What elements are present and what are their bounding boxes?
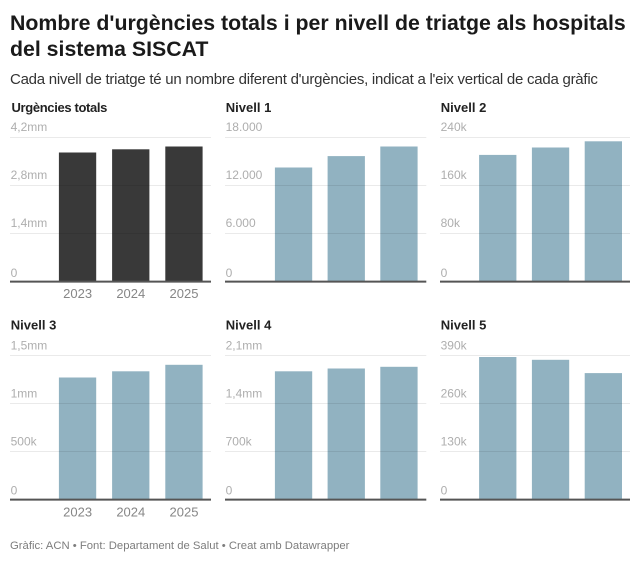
svg-text:0: 0 [11, 484, 18, 498]
svg-text:Nivell 2: Nivell 2 [441, 100, 487, 115]
svg-text:2,8mm: 2,8mm [11, 168, 48, 182]
svg-text:2025: 2025 [170, 286, 199, 301]
svg-text:2023: 2023 [63, 505, 92, 520]
svg-text:Nivell 1: Nivell 1 [226, 100, 272, 115]
svg-text:130k: 130k [441, 435, 468, 449]
svg-text:1,5mm: 1,5mm [11, 339, 48, 353]
svg-text:700k: 700k [226, 435, 253, 449]
svg-text:1,4mm: 1,4mm [11, 216, 48, 230]
svg-text:Cada nivell de triatge té un n: Cada nivell de triatge té un nombre dife… [10, 71, 598, 88]
svg-text:80k: 80k [441, 216, 461, 230]
svg-text:12.000: 12.000 [226, 168, 263, 182]
svg-text:0: 0 [441, 484, 448, 498]
svg-text:240k: 240k [441, 120, 468, 134]
svg-text:Nivell 5: Nivell 5 [441, 318, 487, 333]
svg-text:del sistema SISCAT: del sistema SISCAT [10, 37, 208, 61]
svg-text:2023: 2023 [63, 286, 92, 301]
svg-text:1,4mm: 1,4mm [226, 387, 263, 401]
svg-text:260k: 260k [441, 387, 468, 401]
svg-text:160k: 160k [441, 168, 468, 182]
svg-text:2024: 2024 [116, 505, 145, 520]
svg-text:0: 0 [226, 484, 233, 498]
svg-text:500k: 500k [11, 435, 38, 449]
svg-text:Urgències totals: Urgències totals [12, 100, 108, 115]
svg-text:2024: 2024 [116, 286, 145, 301]
svg-text:6.000: 6.000 [226, 216, 256, 230]
svg-text:0: 0 [11, 266, 18, 280]
svg-text:1mm: 1mm [11, 387, 38, 401]
svg-text:4,2mm: 4,2mm [11, 120, 48, 134]
svg-text:Nivell 4: Nivell 4 [226, 318, 272, 333]
svg-text:Nombre d'urgències totals i pe: Nombre d'urgències totals i per nivell d… [10, 11, 626, 35]
svg-text:2,1mm: 2,1mm [226, 339, 263, 353]
svg-text:Nivell 3: Nivell 3 [11, 318, 57, 333]
svg-text:0: 0 [226, 266, 233, 280]
svg-text:0: 0 [441, 266, 448, 280]
svg-text:Gràfic: ACN • Font: Departamen: Gràfic: ACN • Font: Departament de Salut… [10, 540, 350, 552]
svg-text:390k: 390k [441, 339, 468, 353]
svg-text:18.000: 18.000 [226, 120, 263, 134]
svg-text:2025: 2025 [170, 505, 199, 520]
